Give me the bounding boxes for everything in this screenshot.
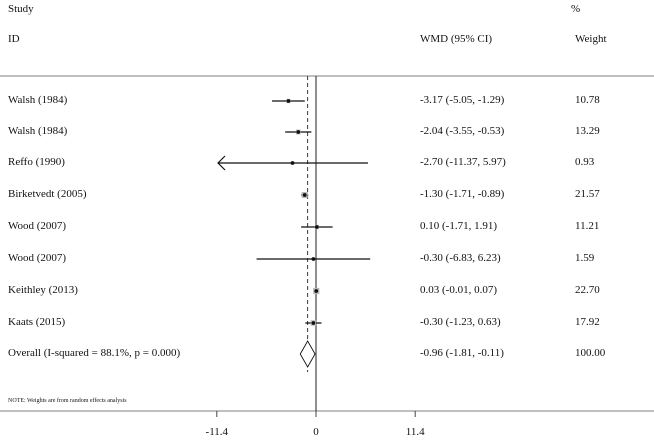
study-ci-text: -2.04 (-3.55, -0.53): [420, 125, 505, 137]
study-label: Wood (2007): [8, 252, 67, 264]
overall-label: Overall (I-squared = 88.1%, p = 0.000): [8, 347, 181, 359]
study-ci-text: -2.70 (-11.37, 5.97): [420, 156, 506, 168]
point-estimate: [311, 321, 316, 325]
study-weight: 11.21: [575, 220, 600, 232]
point-estimate: [314, 289, 319, 293]
point-estimate: [302, 193, 307, 197]
x-axis-ticks: -11.4 0 11.4: [206, 411, 425, 438]
study-label: Reffo (1990): [8, 156, 65, 168]
study-ci-text: -0.30 (-6.83, 6.23): [420, 252, 501, 264]
overall-weight: 100.00: [575, 347, 606, 359]
study-weight: 13.29: [575, 125, 600, 137]
study-weight: 17.92: [575, 316, 600, 328]
study-weight: 1.59: [575, 252, 595, 264]
ci-clip-arrow: [217, 155, 226, 171]
point-estimate: [296, 130, 301, 134]
study-weight: 0.93: [575, 156, 595, 168]
study-label: Walsh (1984): [8, 94, 68, 106]
point-estimate: [286, 99, 291, 103]
study-label: Birketvedt (2005): [8, 188, 87, 200]
point-estimate: [314, 225, 319, 229]
study-label: Kaats (2015): [8, 316, 66, 328]
point-estimate: [290, 161, 295, 165]
forest-marks: [217, 76, 371, 411]
study-ci-text: 0.03 (-0.01, 0.07): [420, 284, 497, 296]
header-percent-label: %: [571, 3, 581, 15]
study-ci-text: 0.10 (-1.71, 1.91): [420, 220, 497, 232]
footnote: NOTE: Weights are from random effects an…: [8, 398, 127, 404]
header-weight-label: Weight: [575, 33, 607, 45]
study-ci-text: -3.17 (-5.05, -1.29): [420, 94, 505, 106]
header-effect-label: WMD (95% CI): [420, 33, 493, 45]
point-estimate: [311, 257, 316, 261]
study-label: Walsh (1984): [8, 125, 68, 137]
study-ci-text: -0.30 (-1.23, 0.63): [420, 316, 501, 328]
x-tick-label: -11.4: [206, 426, 229, 438]
x-tick-label: 11.4: [406, 426, 425, 438]
overall-ci-text: -0.96 (-1.81, -0.11): [420, 347, 504, 359]
x-tick-label: 0: [313, 426, 319, 438]
overall-diamond: [299, 340, 316, 368]
study-label: Wood (2007): [8, 220, 67, 232]
study-ci-text: -1.30 (-1.71, -0.89): [420, 188, 505, 200]
study-weight: 22.70: [575, 284, 600, 296]
study-weight: 10.78: [575, 94, 600, 106]
header-id-label: ID: [8, 33, 20, 45]
header-study-label: Study: [8, 3, 34, 15]
study-weight: 21.57: [575, 188, 600, 200]
study-label: Keithley (2013): [8, 284, 78, 296]
